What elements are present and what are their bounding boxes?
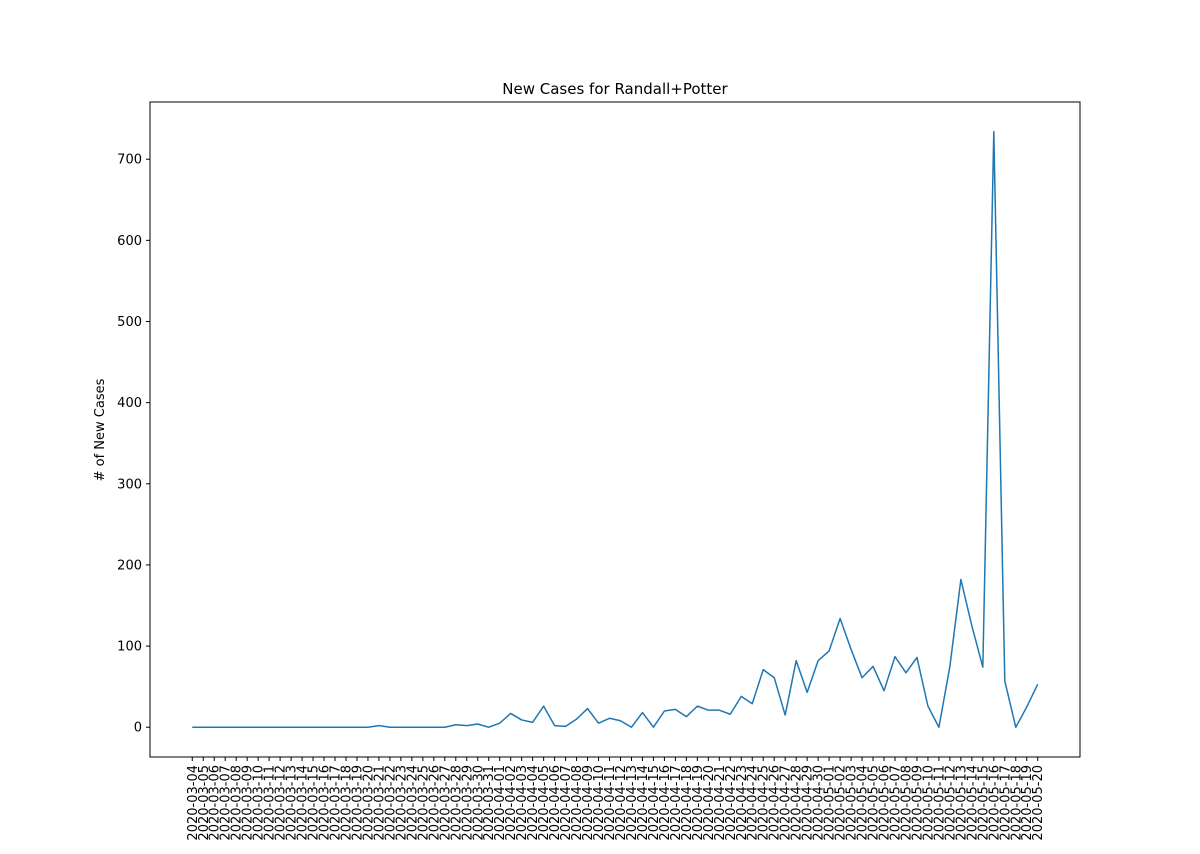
y-tick-label: 500 (117, 315, 142, 330)
x-tick-label: 2020-03-09 (241, 765, 256, 841)
x-tick-label: 2020-04-08 (570, 765, 585, 841)
x-tick-label: 2020-05-08 (899, 765, 914, 841)
x-tick-label: 2020-04-30 (812, 765, 827, 841)
x-tick-label: 2020-03-24 (405, 765, 420, 841)
y-tick-label: 200 (117, 558, 142, 573)
x-tick-label: 2020-04-23 (735, 765, 750, 841)
x-tick-label: 2020-04-17 (669, 765, 684, 841)
x-tick-label: 2020-03-26 (427, 765, 442, 841)
x-tick-label: 2020-04-02 (504, 765, 519, 841)
x-tick-label: 2020-04-28 (790, 765, 805, 841)
x-tick-label: 2020-05-04 (856, 765, 871, 841)
x-tick-label: 2020-05-15 (976, 765, 991, 841)
x-tick-label: 2020-03-31 (482, 765, 497, 841)
chart-title: New Cases for Randall+Potter (502, 80, 728, 98)
x-tick-label: 2020-03-04 (186, 765, 201, 841)
y-axis-label: # of New Cases (93, 378, 108, 481)
x-tick-label: 2020-04-26 (768, 765, 783, 841)
x-tick-label: 2020-03-29 (460, 765, 475, 841)
x-tick-label: 2020-05-02 (834, 765, 849, 841)
x-tick-label: 2020-05-17 (998, 765, 1013, 841)
x-tick-label: 2020-04-25 (757, 765, 772, 841)
x-tick-label: 2020-05-07 (888, 765, 903, 841)
x-tick-label: 2020-03-14 (296, 765, 311, 841)
x-tick-label: 2020-03-19 (350, 765, 365, 841)
x-tick-label: 2020-04-07 (559, 765, 574, 841)
x-tick-label: 2020-04-22 (724, 765, 739, 841)
x-tick-label: 2020-04-15 (647, 765, 662, 841)
x-tick-label: 2020-03-27 (438, 765, 453, 841)
x-tick-label: 2020-03-10 (252, 765, 267, 841)
x-tick-label: 2020-05-12 (943, 765, 958, 841)
x-tick-label: 2020-03-12 (274, 765, 289, 841)
x-tick-label: 2020-04-04 (526, 765, 541, 841)
x-tick-label: 2020-04-01 (493, 765, 508, 841)
x-tick-label: 2020-05-09 (910, 765, 925, 841)
x-tick-label: 2020-04-27 (779, 765, 794, 841)
x-tick-label: 2020-05-06 (878, 765, 893, 841)
x-tick-label: 2020-04-18 (680, 765, 695, 841)
x-tick-label: 2020-05-11 (932, 765, 947, 841)
x-tick-label: 2020-03-13 (285, 765, 300, 841)
x-tick-label: 2020-05-16 (987, 765, 1002, 841)
x-tick-label: 2020-05-20 (1031, 765, 1046, 841)
x-tick-label: 2020-03-25 (416, 765, 431, 841)
x-tick-label: 2020-03-16 (318, 765, 333, 841)
x-tick-label: 2020-04-03 (515, 765, 530, 841)
x-tick-label: 2020-03-05 (197, 765, 212, 841)
x-tick-label: 2020-05-18 (1009, 765, 1024, 841)
plot-frame (149, 101, 1081, 758)
y-tick-label: 700 (117, 153, 142, 168)
y-tick-label: 400 (117, 396, 142, 411)
x-tick-label: 2020-03-20 (361, 765, 376, 841)
x-tick-label: 2020-04-19 (691, 765, 706, 841)
x-tick-label: 2020-03-08 (230, 765, 245, 841)
x-tick-label: 2020-04-21 (713, 765, 728, 841)
x-tick-label: 2020-03-15 (307, 765, 322, 841)
y-tick-label: 600 (117, 234, 142, 249)
x-tick-label: 2020-04-24 (746, 765, 761, 841)
x-tick-label: 2020-04-12 (614, 765, 629, 841)
x-tick-label: 2020-04-09 (581, 765, 596, 841)
y-tick-label: 300 (117, 477, 142, 492)
x-tick-label: 2020-03-06 (208, 765, 223, 841)
x-tick-label: 2020-05-01 (823, 765, 838, 841)
x-tick-label: 2020-05-10 (921, 765, 936, 841)
x-tick-label: 2020-05-13 (954, 765, 969, 841)
x-tick-label: 2020-04-29 (801, 765, 816, 841)
x-tick-label: 2020-04-16 (658, 765, 673, 841)
y-tick-label: 0 (134, 721, 142, 736)
x-tick-label: 2020-03-18 (339, 765, 354, 841)
x-tick-label: 2020-05-05 (867, 765, 882, 841)
x-tick-label: 2020-04-20 (702, 765, 717, 841)
x-tick-label: 2020-03-30 (471, 765, 486, 841)
x-tick-label: 2020-04-11 (603, 765, 618, 841)
x-tick-label: 2020-04-05 (537, 765, 552, 841)
x-tick-label: 2020-03-28 (449, 765, 464, 841)
x-tick-label: 2020-04-14 (636, 765, 651, 841)
data-line (192, 130, 1039, 728)
x-tick-label: 2020-04-06 (548, 765, 563, 841)
x-tick-label: 2020-03-17 (329, 765, 344, 841)
x-tick-label: 2020-03-21 (372, 765, 387, 841)
x-tick-label: 2020-03-22 (383, 765, 398, 841)
y-tick-label: 100 (117, 640, 142, 655)
x-tick-label: 2020-05-14 (965, 765, 980, 841)
x-tick-label: 2020-05-03 (845, 765, 860, 841)
x-tick-label: 2020-04-13 (625, 765, 640, 841)
x-tick-label: 2020-04-10 (592, 765, 607, 841)
x-tick-label: 2020-03-23 (394, 765, 409, 841)
x-tick-label: 2020-05-19 (1020, 765, 1035, 841)
x-tick-label: 2020-03-11 (263, 765, 278, 841)
x-tick-label: 2020-03-07 (219, 765, 234, 841)
